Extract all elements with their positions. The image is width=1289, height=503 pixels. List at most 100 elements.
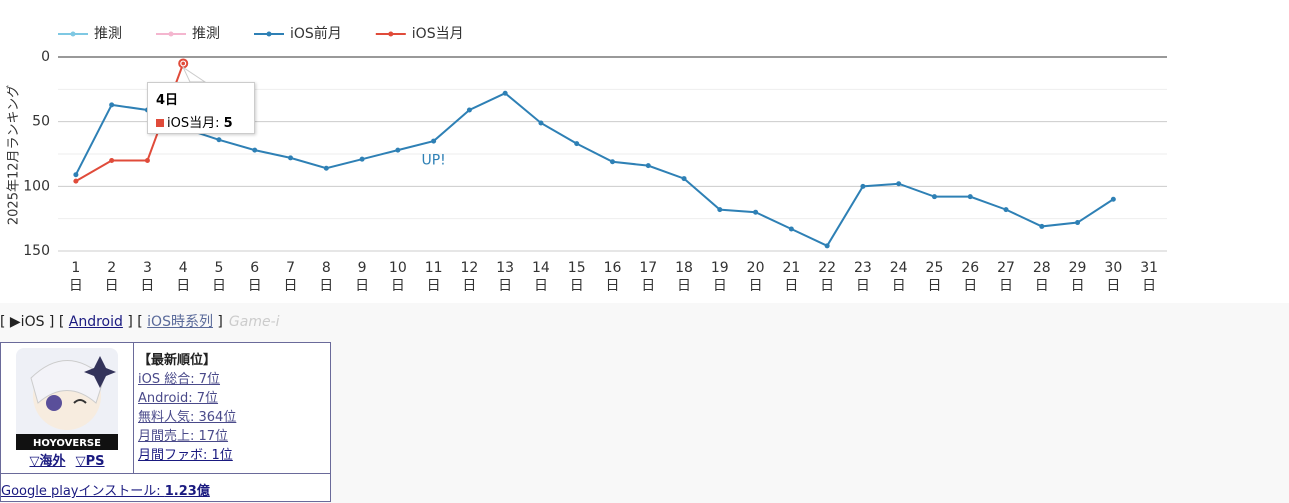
- icon-cell: HOYOVERSE ▽海外 ▽PS: [0, 342, 134, 474]
- data-point: [1110, 196, 1116, 202]
- data-point: [824, 243, 830, 249]
- legend-swatch-dot: [266, 31, 272, 37]
- tooltip-swatch: [156, 119, 164, 127]
- series-line: [74, 92, 1114, 248]
- data-point: [73, 178, 79, 184]
- link[interactable]: ▽PS: [75, 454, 105, 469]
- data-point: [252, 147, 258, 153]
- x-tick-label: 10日: [388, 260, 407, 294]
- x-tick-label: 29日: [1068, 260, 1087, 294]
- install-cell: Google playインストール: 1.23億: [0, 473, 331, 502]
- data-point: [288, 155, 294, 161]
- data-point: [1003, 207, 1009, 213]
- legend-swatch-dot: [168, 31, 174, 37]
- x-tick-label: 25日: [925, 260, 944, 294]
- rank-link[interactable]: 月間ファボ: 1位: [138, 448, 233, 463]
- data-point: [931, 194, 937, 200]
- data-point: [323, 165, 329, 171]
- x-tick-label: 20日: [746, 260, 765, 294]
- chart: 2025年12月ランキング 0 50 100 150 推測 推測 iOS前月 iOS当月 UP!: [7, 25, 1167, 259]
- x-tick-label: 1日: [68, 260, 83, 294]
- rank-cell: 【最新順位】 iOS 総合: 7位 Android: 7位無料人気: 364位 月間…: [133, 342, 331, 474]
- data-point: [574, 141, 580, 147]
- nav-text: Game-i: [228, 314, 280, 330]
- x-tick-label: 2日: [104, 260, 119, 294]
- rank-link[interactable]: Android: 7位: [138, 391, 219, 406]
- x-tick-label: 27日: [997, 260, 1015, 294]
- data-point: [502, 90, 508, 96]
- x-tick-label: 30日: [1104, 260, 1123, 294]
- rank-heading: 【最新順位】: [138, 353, 217, 368]
- data-point: [717, 207, 723, 213]
- rank-link[interactable]: 無料人気: 364位: [138, 410, 237, 425]
- x-tick-label: 8日: [319, 260, 334, 294]
- x-tick-label: 18日: [675, 260, 693, 294]
- y-axis-label: 2025年12月ランキング: [7, 85, 22, 225]
- x-tick-label: 15日: [567, 260, 586, 294]
- data-point: [395, 147, 401, 153]
- legend-swatch-dot: [388, 31, 394, 37]
- x-tick-label: 31日: [1140, 260, 1159, 294]
- nav-link[interactable]: iOS時系列: [147, 314, 213, 330]
- nav-text: ]: [212, 314, 223, 330]
- x-tick-label: 5日: [211, 260, 226, 294]
- x-tick-label: 24日: [889, 260, 908, 294]
- x-tick-label: 7日: [283, 260, 298, 294]
- x-tick-label: 13日: [496, 260, 515, 294]
- chart-area: 2025年12月ランキング 0 50 100 150 推測 推測 iOS前月 iOS当月 UP!…: [6, 25, 1167, 294]
- x-tick-label: 9日: [355, 260, 370, 294]
- icon-text: HOYOVERSE: [33, 438, 101, 449]
- highlight-dot: [181, 61, 186, 66]
- legend-swatch-dot: [70, 31, 76, 37]
- data-point: [896, 181, 902, 187]
- rank-link[interactable]: iOS 総合: 7位: [138, 372, 221, 387]
- tooltip-pointer: [182, 66, 207, 83]
- rank-list: iOS 総合: 7位 Android: 7位無料人気: 364位 月間売上: 17位…: [138, 370, 326, 465]
- data-point: [144, 157, 150, 163]
- data-point: [967, 194, 973, 200]
- nav-link[interactable]: Android: [68, 314, 123, 330]
- data-point: [359, 156, 365, 162]
- data-point: [466, 107, 472, 113]
- data-point: [860, 183, 866, 189]
- legend-label: iOS前月: [290, 25, 342, 42]
- x-tick-label: 21日: [782, 260, 801, 294]
- x-tick-label: 26日: [961, 260, 980, 294]
- nav: [ ▶iOS ] [ Android ] [ iOS時系列 ] Game-i: [0, 311, 280, 331]
- install-link[interactable]: Google playインストール: 1.23億: [1, 484, 210, 499]
- y-tick-label: 150: [23, 243, 50, 259]
- tooltip-value: 5: [223, 116, 233, 131]
- legend-label: iOS当月: [412, 26, 464, 42]
- x-tick-label: 17日: [639, 260, 658, 294]
- data-point: [645, 163, 651, 169]
- x-tick-label: 12日: [460, 260, 479, 294]
- y-tick-label: 100: [23, 178, 50, 194]
- nav-text: [ ▶iOS ] [: [0, 314, 69, 330]
- legend-label: 推測: [94, 26, 122, 42]
- legend-label: 推測: [192, 26, 220, 42]
- x-tick-label: 19日: [710, 260, 729, 294]
- data-point: [681, 176, 687, 182]
- x-tick-label: 28日: [1032, 260, 1051, 294]
- tooltip: 4日 iOS当月: 5: [147, 82, 255, 134]
- data-point: [788, 226, 794, 232]
- app-icon: HOYOVERSE: [16, 348, 118, 450]
- data-point: [109, 102, 115, 108]
- data-point: [109, 157, 115, 163]
- data-point: [216, 137, 222, 143]
- tooltip-text: iOS当月:: [167, 116, 224, 131]
- x-tick-label: 22日: [818, 260, 837, 294]
- rank-link[interactable]: 月間売上: 17位: [138, 429, 229, 444]
- data-point: [753, 209, 759, 215]
- y-tick-label: 50: [32, 114, 50, 130]
- link[interactable]: ▽海外: [29, 454, 66, 469]
- annotation: UP!: [421, 152, 445, 168]
- x-tick-label: 4日: [176, 260, 191, 294]
- data-point: [538, 120, 544, 126]
- x-tick-label: 14日: [532, 260, 550, 294]
- install-label: Google playインストール:: [1, 484, 165, 499]
- data-point: [1075, 220, 1081, 226]
- data-point: [610, 159, 615, 165]
- install-value: 1.23億: [164, 484, 210, 499]
